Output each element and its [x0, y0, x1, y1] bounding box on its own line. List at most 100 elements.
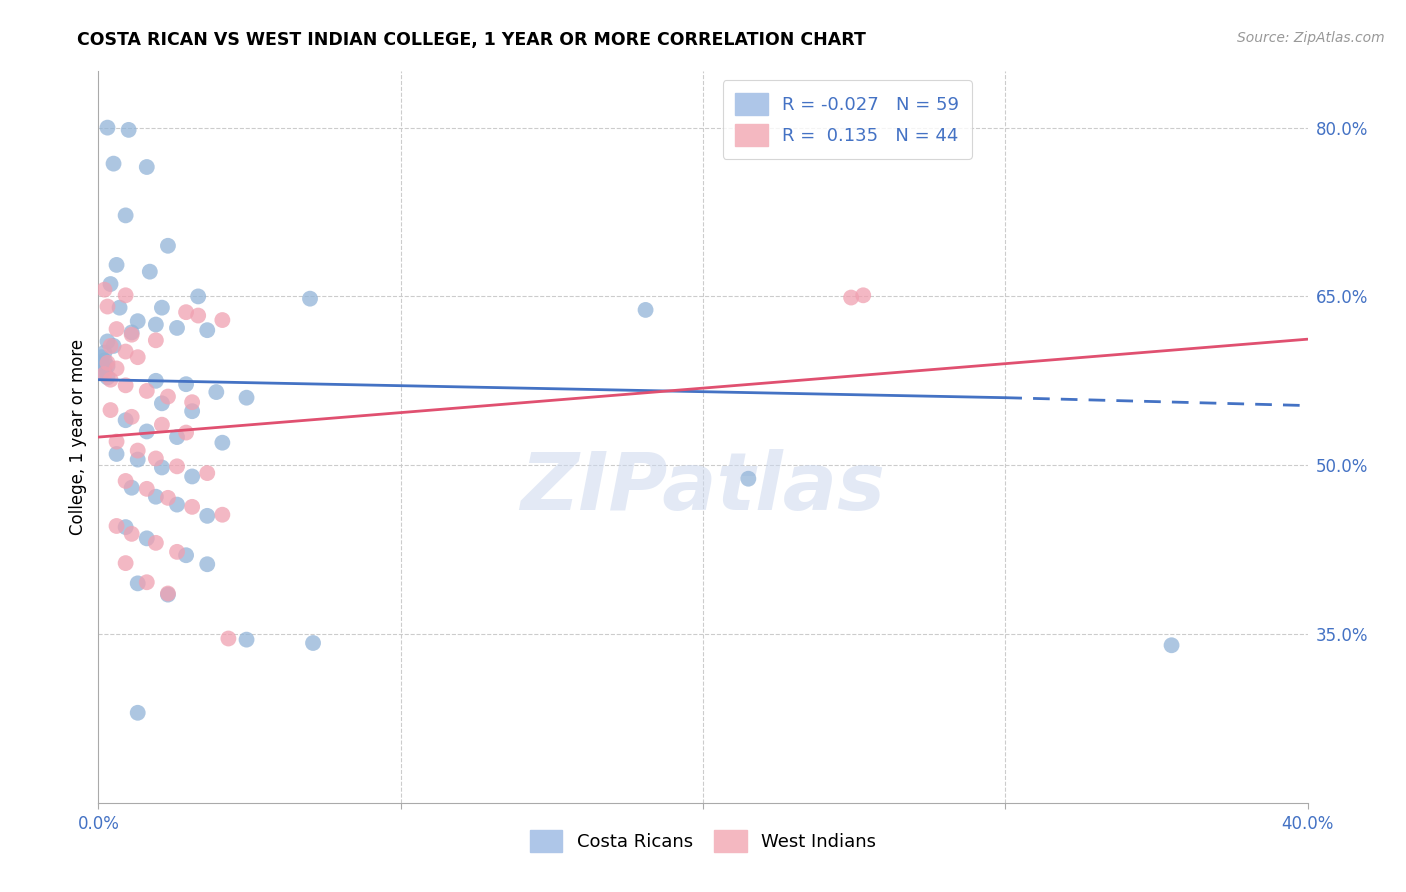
- Point: [114, 288, 136, 302]
- Point: [100, 277, 122, 291]
- Point: [235, 632, 257, 647]
- Point: [114, 208, 136, 222]
- Point: [211, 508, 233, 522]
- Point: [127, 350, 149, 364]
- Point: [839, 291, 862, 305]
- Point: [205, 385, 228, 400]
- Point: [114, 413, 136, 427]
- Point: [100, 339, 122, 353]
- Point: [135, 160, 157, 174]
- Y-axis label: College, 1 year or more: College, 1 year or more: [69, 339, 87, 535]
- Point: [211, 435, 233, 450]
- Point: [90, 350, 112, 364]
- Point: [135, 384, 157, 398]
- Point: [187, 289, 209, 303]
- Point: [96, 300, 118, 314]
- Point: [105, 361, 128, 376]
- Point: [114, 344, 136, 359]
- Point: [127, 443, 149, 458]
- Point: [90, 366, 112, 380]
- Point: [103, 339, 125, 353]
- Point: [166, 459, 188, 474]
- Point: [139, 265, 162, 279]
- Point: [135, 482, 157, 496]
- Point: [127, 706, 149, 720]
- Point: [181, 404, 204, 418]
- Point: [114, 556, 136, 570]
- Point: [174, 548, 197, 562]
- Point: [96, 120, 118, 135]
- Point: [217, 632, 239, 646]
- Legend: Costa Ricans, West Indians: Costa Ricans, West Indians: [523, 823, 883, 860]
- Point: [174, 377, 197, 392]
- Point: [195, 558, 218, 572]
- Point: [105, 258, 128, 272]
- Point: [195, 508, 218, 523]
- Point: [299, 292, 322, 306]
- Point: [121, 409, 143, 424]
- Point: [181, 500, 204, 514]
- Point: [150, 301, 173, 315]
- Point: [156, 491, 179, 505]
- Point: [145, 374, 167, 388]
- Point: [96, 359, 118, 374]
- Point: [150, 460, 173, 475]
- Point: [135, 575, 157, 590]
- Point: [156, 586, 179, 600]
- Point: [93, 367, 115, 381]
- Point: [105, 519, 128, 533]
- Point: [174, 425, 197, 440]
- Point: [211, 313, 233, 327]
- Point: [174, 305, 197, 319]
- Point: [145, 318, 167, 332]
- Point: [121, 481, 143, 495]
- Point: [181, 469, 204, 483]
- Point: [96, 370, 118, 384]
- Point: [93, 353, 115, 368]
- Point: [634, 302, 657, 317]
- Point: [135, 425, 157, 439]
- Point: [195, 323, 218, 337]
- Point: [195, 466, 218, 480]
- Point: [235, 391, 257, 405]
- Point: [145, 490, 167, 504]
- Point: [127, 452, 149, 467]
- Point: [156, 390, 179, 404]
- Text: ZIPatlas: ZIPatlas: [520, 450, 886, 527]
- Point: [118, 123, 141, 137]
- Point: [121, 326, 143, 340]
- Point: [93, 362, 115, 376]
- Point: [166, 430, 188, 444]
- Point: [150, 396, 173, 410]
- Point: [105, 322, 128, 336]
- Point: [852, 288, 875, 302]
- Point: [145, 536, 167, 550]
- Point: [105, 447, 128, 461]
- Point: [103, 156, 125, 170]
- Point: [181, 395, 204, 409]
- Point: [121, 526, 143, 541]
- Point: [114, 378, 136, 392]
- Point: [108, 301, 131, 315]
- Point: [166, 498, 188, 512]
- Point: [156, 588, 179, 602]
- Point: [127, 314, 149, 328]
- Point: [156, 239, 179, 253]
- Point: [96, 356, 118, 370]
- Point: [187, 309, 209, 323]
- Point: [302, 636, 325, 650]
- Text: COSTA RICAN VS WEST INDIAN COLLEGE, 1 YEAR OR MORE CORRELATION CHART: COSTA RICAN VS WEST INDIAN COLLEGE, 1 YE…: [77, 31, 866, 49]
- Point: [93, 283, 115, 297]
- Point: [114, 474, 136, 488]
- Point: [90, 357, 112, 371]
- Point: [737, 472, 759, 486]
- Point: [145, 451, 167, 466]
- Point: [100, 403, 122, 417]
- Point: [114, 520, 136, 534]
- Point: [100, 373, 122, 387]
- Point: [93, 345, 115, 359]
- Point: [121, 327, 143, 342]
- Point: [1160, 638, 1182, 652]
- Point: [127, 576, 149, 591]
- Point: [166, 545, 188, 559]
